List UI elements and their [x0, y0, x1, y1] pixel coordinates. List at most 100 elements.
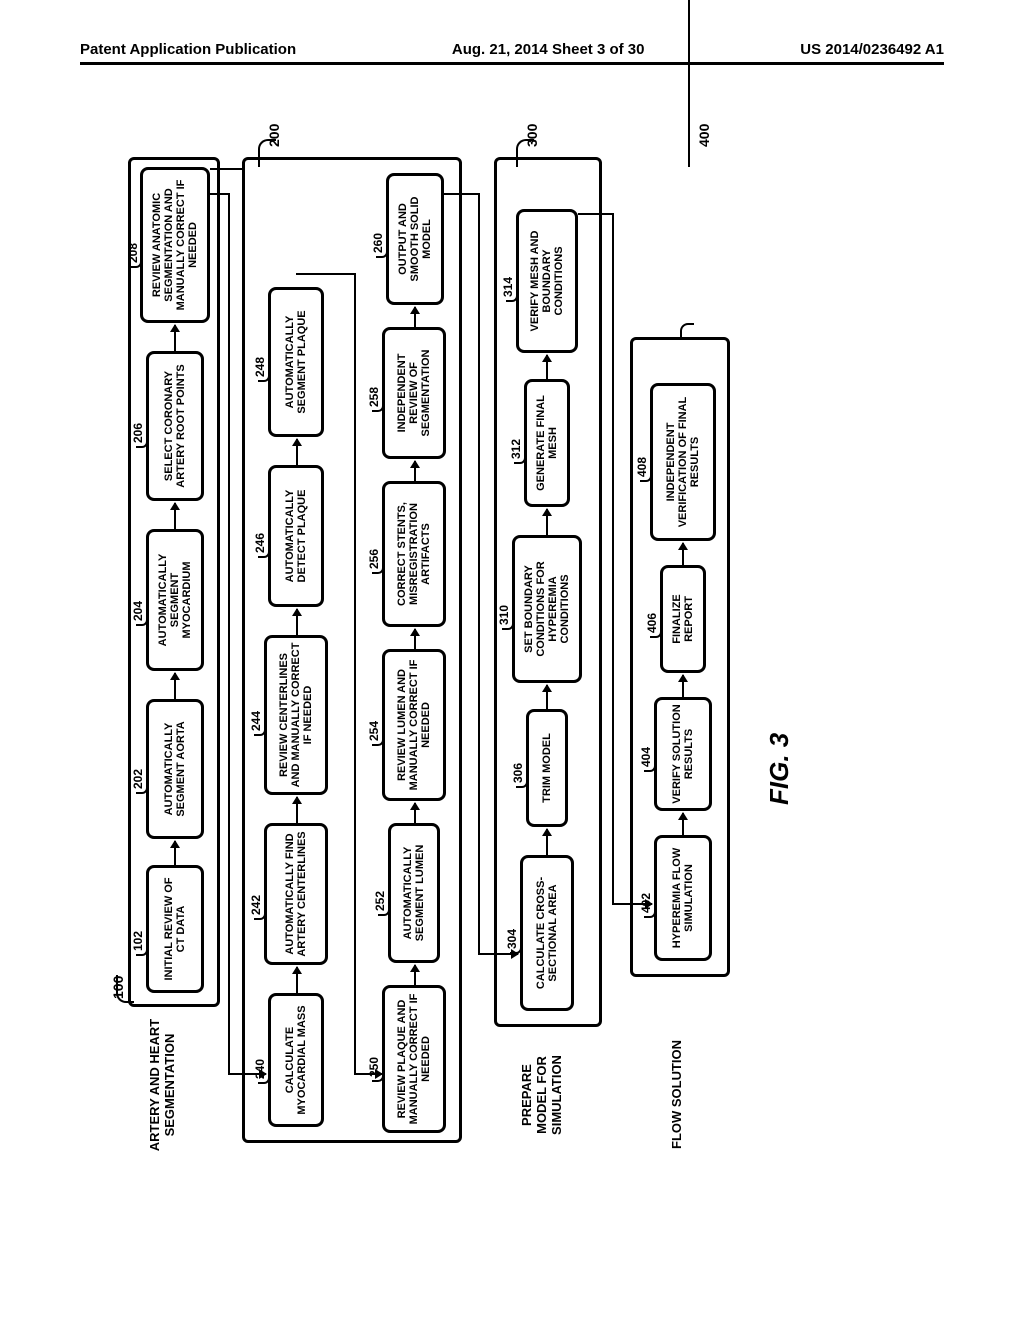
box-256: CORRECT STENTS, MISREGISTRATION ARTIFACT…: [382, 481, 446, 627]
box-310: SET BOUNDARY CONDITIONS FOR HYPEREMIA CO…: [512, 535, 582, 683]
arrow-102-202: [174, 841, 176, 865]
figure-container: ARTERY AND HEART SEGMENTATION 100 INITIA…: [110, 145, 920, 1155]
arrow-250-252: [414, 965, 416, 985]
box-304: CALCULATE CROSS-SECTIONAL AREA: [520, 855, 574, 1011]
group-300-title-l2: MODEL FOR: [535, 1035, 550, 1155]
box-202: AUTOMATICALLY SEGMENT AORTA: [146, 699, 204, 839]
arrow-252-254: [414, 803, 416, 823]
box-254: REVIEW LUMEN AND MANUALLY CORRECT IF NEE…: [382, 649, 446, 801]
lead-312: [513, 459, 527, 467]
lead-260: [375, 253, 389, 261]
arrow-306-310: [546, 685, 548, 709]
group-400-leader: [688, 0, 690, 167]
box-408: INDEPENDENT VERIFICATION OF FINAL RESULT…: [650, 383, 716, 541]
lead-254: [371, 741, 385, 749]
lead-242: [253, 915, 267, 923]
conn-314-wrap-v: [578, 213, 614, 215]
arrow-304-306: [546, 829, 548, 855]
box-252: AUTOMATICALLY SEGMENT LUMEN: [388, 823, 440, 963]
lead-206: [135, 443, 149, 451]
conn-208-240-down: [228, 1073, 266, 1075]
box-250: REVIEW PLAQUE AND MANUALLY CORRECT IF NE…: [382, 985, 446, 1133]
box-244: REVIEW CENTERLINES AND MANUALLY CORRECT …: [264, 635, 328, 795]
box-208: REVIEW ANATOMIC SEGMENTATION AND MANUALL…: [140, 167, 210, 323]
conn-208-wrap-h: [228, 193, 230, 1075]
lead-306: [515, 783, 529, 791]
box-260: OUTPUT AND SMOOTH SOLID MODEL: [386, 173, 444, 305]
box-240: CALCULATE MYOCARDIAL MASS: [268, 993, 324, 1127]
lead-204: [135, 621, 149, 629]
lead-250: [371, 1077, 385, 1085]
lead-310: [501, 625, 515, 633]
group-200-hook: [258, 139, 276, 167]
arrow-310-312: [546, 509, 548, 535]
header-right: US 2014/0236492 A1: [800, 41, 944, 58]
group-100-hook: [116, 975, 134, 1003]
header-center: Aug. 21, 2014 Sheet 3 of 30: [452, 41, 645, 58]
lead-248: [257, 377, 271, 385]
conn-248-wrap-h: [354, 273, 356, 1075]
box-312: GENERATE FINAL MESH: [524, 379, 570, 507]
box-404: VERIFY SOLUTION RESULTS: [654, 697, 712, 811]
group-100-title-l2: SEGMENTATION: [163, 1015, 178, 1155]
box-258: INDEPENDENT REVIEW OF SEGMENTATION: [382, 327, 446, 459]
lead-202: [135, 789, 149, 797]
group-400-hook-end: [680, 323, 694, 337]
conn-208-wrap-v: [210, 193, 230, 195]
lead-102: [135, 951, 149, 959]
arrow-202-204: [174, 673, 176, 699]
arrow-406-408: [682, 543, 684, 565]
conn-260-304-down: [478, 953, 518, 955]
arrow-246-248: [296, 439, 298, 465]
group-300-title: PREPARE MODEL FOR SIMULATION: [520, 1035, 565, 1155]
lead-406: [649, 633, 663, 641]
lead-404: [643, 767, 657, 775]
box-306: TRIM MODEL: [526, 709, 568, 827]
lead-208: [129, 263, 143, 271]
arrow-242-244: [296, 797, 298, 823]
box-242: AUTOMATICALLY FIND ARTERY CENTERLINES: [264, 823, 328, 965]
lead-402: [643, 913, 657, 921]
conn-260-wrap-v: [444, 193, 480, 195]
group-400-tag: 400: [696, 124, 712, 147]
box-406: FINALIZE REPORT: [660, 565, 706, 673]
group-100-title: ARTERY AND HEART SEGMENTATION: [148, 1015, 178, 1155]
lead-258: [371, 407, 385, 415]
box-102: INITIAL REVIEW OF CT DATA: [146, 865, 204, 993]
arrow-240-242: [296, 967, 298, 993]
box-206: SELECT CORONARY ARTERY ROOT POINTS: [146, 351, 204, 501]
lead-244: [253, 731, 267, 739]
arrow-206-208: [174, 325, 176, 351]
lead-246: [257, 553, 271, 561]
arrow-402-404: [682, 813, 684, 835]
arrow-258-260: [414, 307, 416, 327]
group-400-title: FLOW SOLUTION: [670, 995, 685, 1155]
box-204: AUTOMATICALLY SEGMENT MYOCARDIUM: [146, 529, 204, 671]
lead-314: [505, 297, 519, 305]
arrow-404-406: [682, 675, 684, 697]
lead-252: [377, 911, 391, 919]
box-314: VERIFY MESH AND BOUNDARY CONDITIONS: [516, 209, 578, 353]
figure-3-flowchart: ARTERY AND HEART SEGMENTATION 100 INITIA…: [110, 145, 920, 1155]
group-300-hook: [516, 139, 534, 167]
group-300-title-l3: SIMULATION: [550, 1035, 565, 1155]
lead-408: [639, 477, 653, 485]
conn-248-wrap-v1: [296, 273, 356, 275]
box-246: AUTOMATICALLY DETECT PLAQUE: [268, 465, 324, 607]
header-left: Patent Application Publication: [80, 41, 296, 58]
lead-256: [371, 569, 385, 577]
conn-100-200-v: [210, 168, 242, 170]
arrow-244-246: [296, 609, 298, 635]
group-100-title-l1: ARTERY AND HEART: [148, 1015, 163, 1155]
arrow-254-256: [414, 629, 416, 649]
group-300-title-l1: PREPARE: [520, 1035, 535, 1155]
arrow-204-206: [174, 503, 176, 529]
conn-314-402-down: [612, 903, 652, 905]
figure-caption: FIG. 3: [764, 733, 795, 805]
box-402: HYPEREMIA FLOW SIMULATION: [654, 835, 712, 961]
arrow-312-314: [546, 355, 548, 379]
header-rule: [80, 62, 944, 65]
arrow-256-258: [414, 461, 416, 481]
box-248: AUTOMATICALLY SEGMENT PLAQUE: [268, 287, 324, 437]
conn-260-wrap-h: [478, 193, 480, 955]
